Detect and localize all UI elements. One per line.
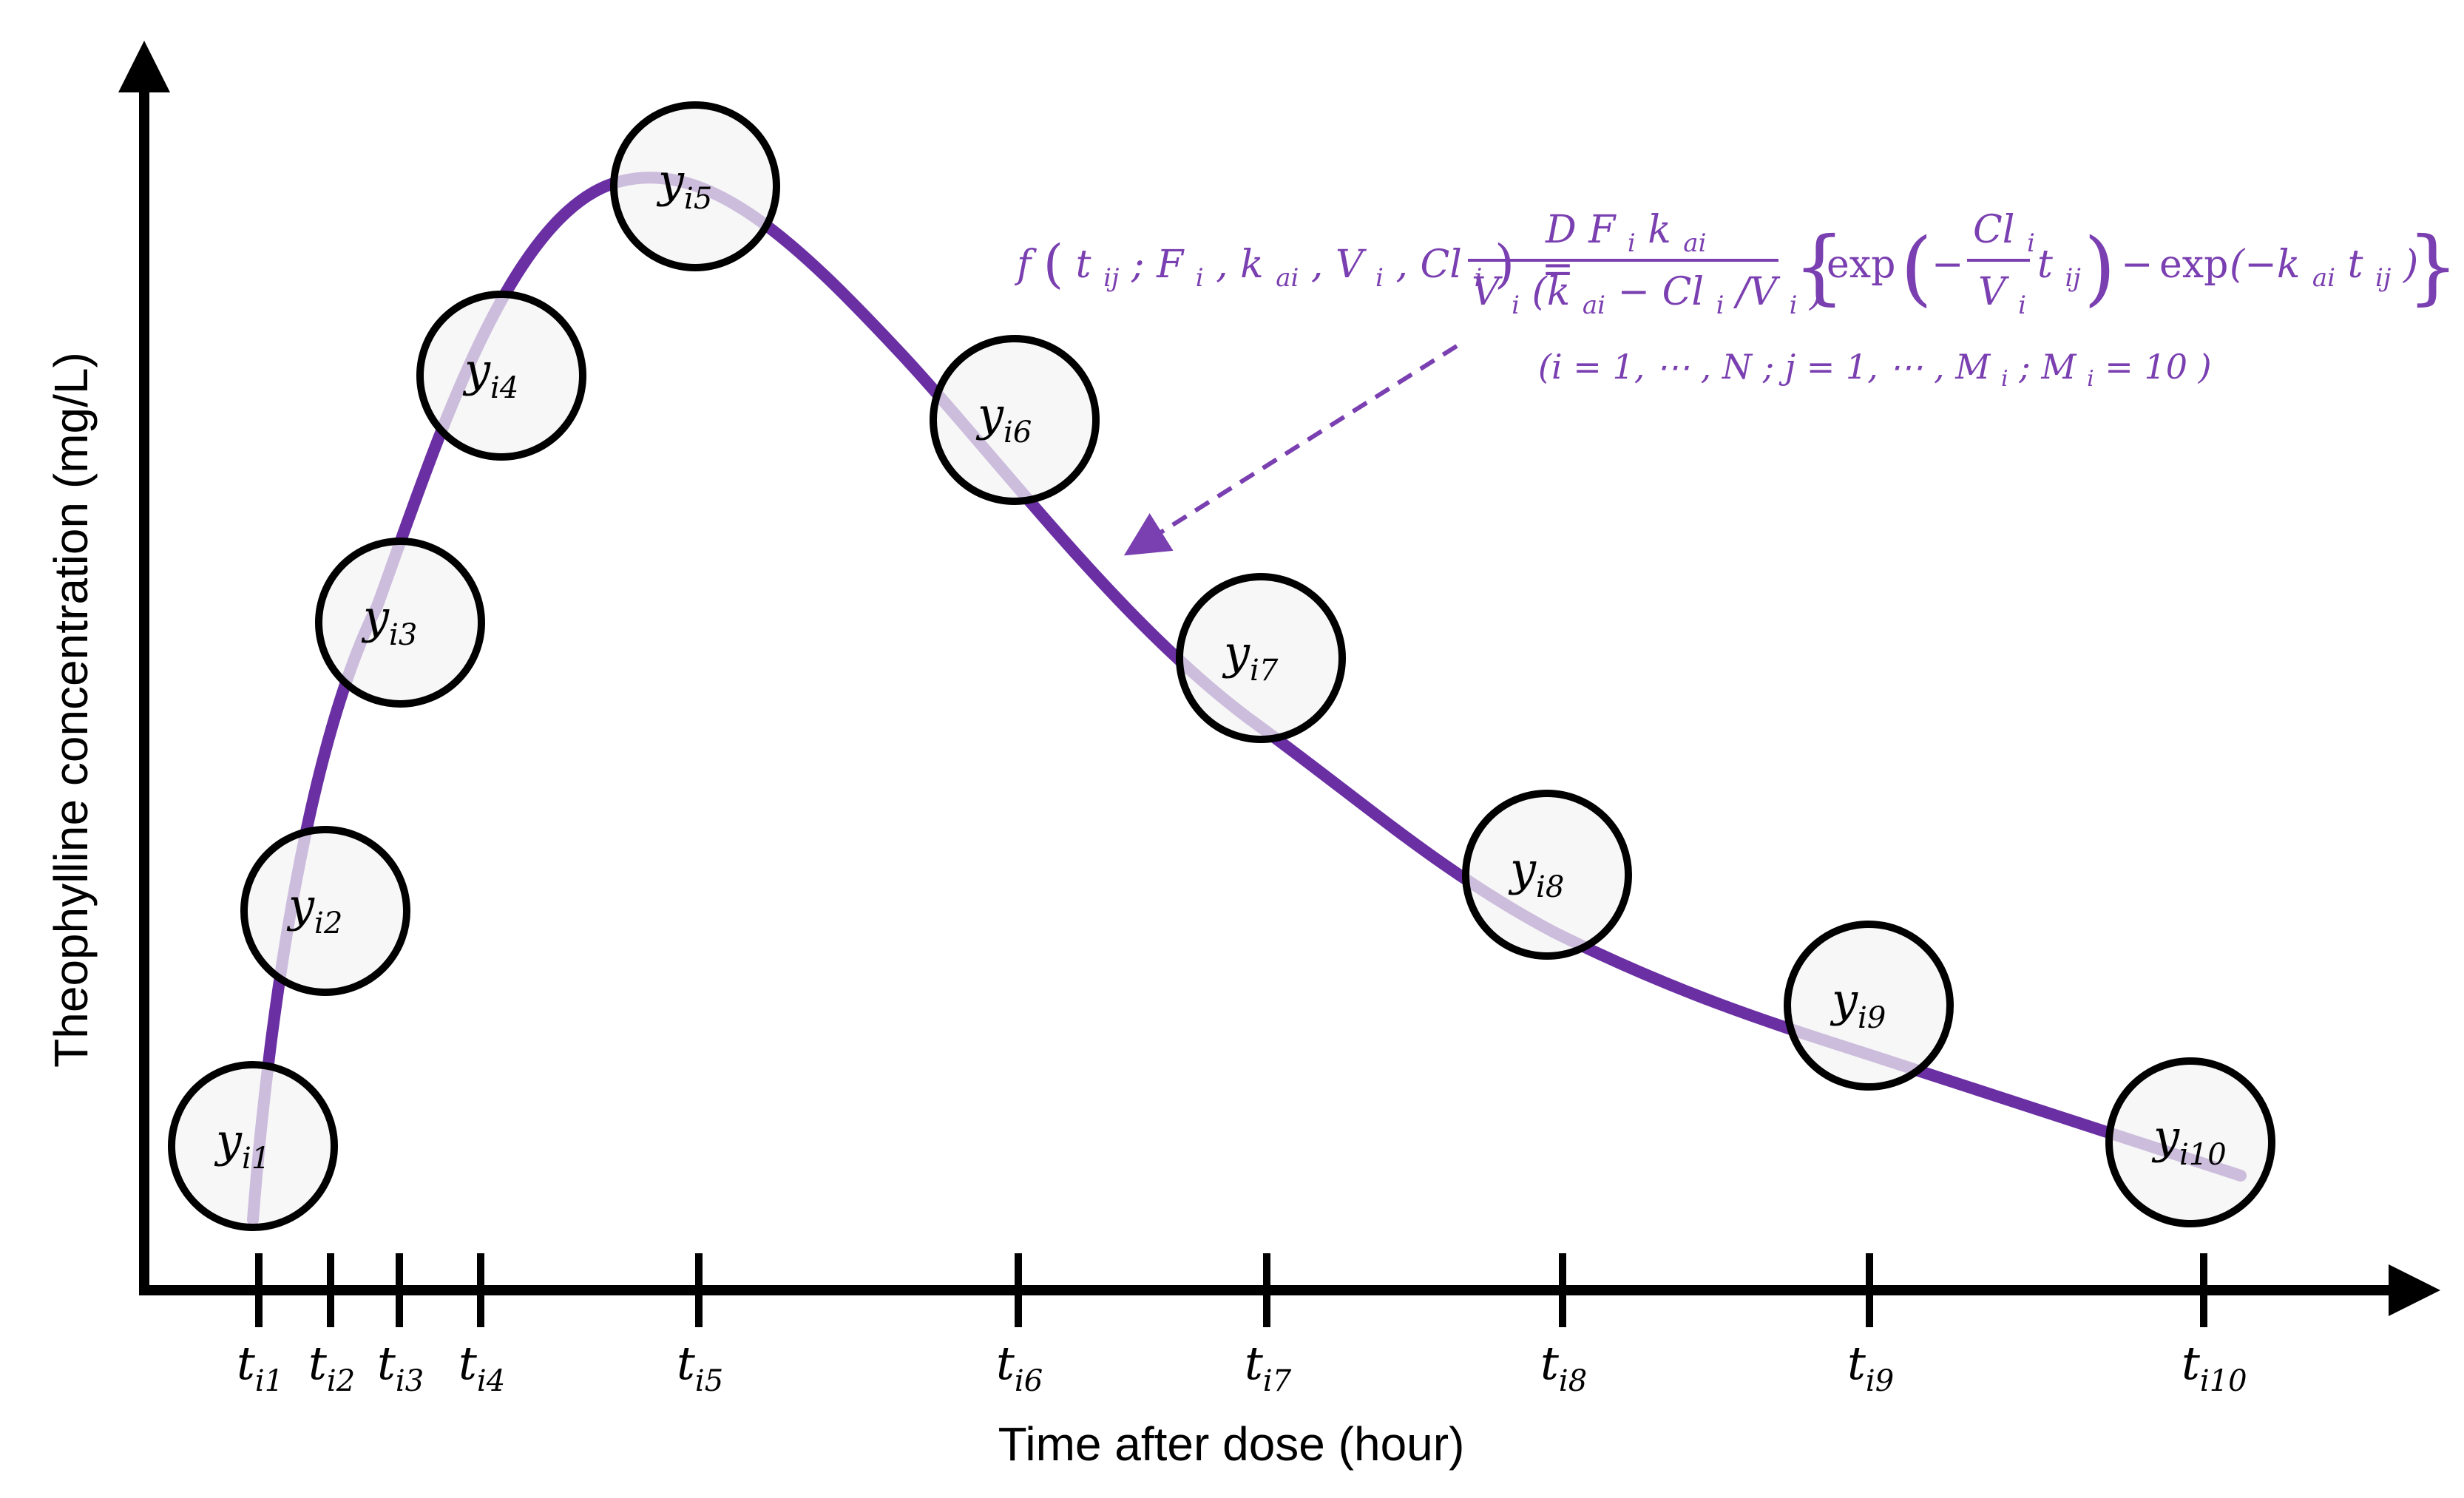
x-tick-label: ti1 [237,1336,283,1398]
data-point-circle [315,538,485,708]
data-point-label: yi8 [1508,842,1564,904]
data-point-label: yi10 [2151,1110,2227,1172]
x-tick-label: ti6 [996,1336,1043,1398]
formula-paren1-open: ( [1901,220,1932,315]
data-point-10: yi10 [2105,1057,2275,1227]
x-axis-label: Time after dose (hour) [998,1417,1465,1471]
x-ticks: ti1 ti2 ti3 ti4 ti5 ti6 ti7 ti8 ti9 ti10 [237,1253,2247,1398]
y-axis-arrowhead [118,41,170,92]
data-point-4: yi4 [416,291,586,461]
data-points: yi1 yi2 yi3 yi4 yi5 yi6 yi7 yi8 yi9 yi10 [168,101,2275,1231]
data-point-circle [416,291,586,461]
data-point-label: yi3 [361,590,417,652]
data-point-label: yi2 [286,878,342,941]
y-axis-label: Theophylline concentration (mg/L) [44,352,98,1068]
data-point-7: yi7 [1176,573,1346,743]
formula-minus2: − [2121,243,2153,287]
x-tick-label: ti5 [677,1336,723,1398]
data-point-circle [930,335,1100,505]
data-point-circle [610,101,780,271]
formula-left-brace: { [1793,219,1845,314]
x-axis-arrowhead [2389,1264,2440,1316]
data-point-circle [1784,921,1954,1091]
data-point-label: yi1 [214,1114,270,1176]
data-point-label: yi9 [1830,973,1886,1035]
data-point-6: yi6 [930,335,1100,505]
formula-exp1: exp [1827,243,1895,287]
model-formula: f ( t ij ; F i , k ai , V i , Cl i ) = D… [1014,208,2459,394]
formula-denominator: V i (k ai − Cl i /V i ) [1472,270,1824,323]
x-tick-label: ti2 [308,1336,355,1398]
formula-inner-frac-num: Cl i [1973,208,2035,258]
x-tick-label: ti7 [1245,1336,1292,1398]
data-point-1: yi1 [168,1061,338,1231]
formula-pointer-arrow [1123,344,1458,556]
x-tick-label: ti3 [377,1336,424,1398]
data-point-label: yi7 [1222,626,1279,688]
data-point-9: yi9 [1784,921,1954,1091]
formula-right-brace: } [2407,219,2459,314]
formula-index-line: (i = 1, ⋯ , N ; j = 1, ⋯ , M i ; M i = 1… [1538,347,2212,394]
formula-minus1: − [1932,243,1964,287]
formula-exp2: exp [2159,243,2228,287]
x-tick-label: ti8 [1540,1336,1587,1398]
formula-numerator: D F i k ai [1545,208,1706,261]
x-tick-label: ti9 [1847,1336,1894,1398]
data-point-5: yi5 [610,101,780,271]
data-point-label: yi6 [975,387,1032,450]
data-point-circle [168,1061,338,1231]
x-tick-label: ti10 [2182,1336,2247,1398]
data-point-circle [1462,790,1632,960]
formula-lhs: f ( t ij ; F i , k ai , V i , Cl i ) = [1014,234,1574,296]
x-tick-label: ti4 [458,1336,505,1398]
data-point-label: yi5 [656,154,712,216]
formula-paren1-close: ) [2084,220,2116,315]
data-point-3: yi3 [315,538,485,708]
data-point-8: yi8 [1462,790,1632,960]
data-point-circle [1176,573,1346,743]
data-point-2: yi2 [240,826,410,996]
formula-inner-frac-den: V i [1978,270,2026,320]
data-point-label: yi4 [462,343,518,405]
formula-t1: t ij [2037,243,2081,293]
data-point-circle [240,826,410,996]
data-point-circle [2105,1057,2275,1227]
formula-exp2-arg: (−k ai t ij ) [2230,243,2418,296]
